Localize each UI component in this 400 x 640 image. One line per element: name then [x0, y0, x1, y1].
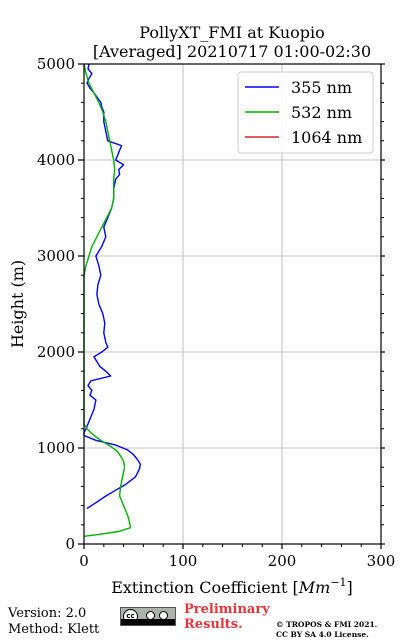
- y-tick-label: 1000: [37, 439, 75, 457]
- footer-info: Version: 2.0 Method: Klett: [8, 606, 99, 638]
- legend-box: [237, 71, 374, 154]
- chart: PollyXT_FMI at Kuopio [Averaged] 2021071…: [8, 23, 396, 597]
- x-tick-label: 300: [367, 552, 396, 570]
- copyright-notice: © TROPOS & FMI 2021. CC BY SA 4.0 Licens…: [276, 620, 378, 639]
- x-tick-label: 100: [169, 552, 198, 570]
- cc-license-icon: cc: [120, 607, 176, 626]
- y-tick-label: 4000: [37, 151, 75, 169]
- y-axis-label: Height (m): [8, 260, 27, 348]
- series-lines: [83, 63, 142, 537]
- x-axis-label: Extinction Coefficient [Mm−1]: [111, 576, 353, 597]
- y-tick-label: 2000: [37, 343, 75, 361]
- preliminary-notice: Preliminary Results.: [184, 602, 270, 632]
- x-tick-label: 200: [268, 552, 297, 570]
- series-line-0: [83, 63, 142, 510]
- legend: 355 nm 532 nm 1064 nm: [237, 71, 374, 154]
- plot-frame: [83, 63, 382, 545]
- x-tick-label: 0: [79, 552, 89, 570]
- method-text: Method: Klett: [8, 622, 100, 637]
- version-text: Version: 2.0: [8, 606, 87, 621]
- legend-label-1: 532 nm: [291, 103, 352, 122]
- chart-title-line1: PollyXT_FMI at Kuopio: [139, 23, 325, 42]
- y-tick-label: 0: [65, 535, 75, 553]
- y-tick-label: 3000: [37, 247, 75, 265]
- y-tick-label: 5000: [37, 55, 75, 73]
- legend-label-2: 1064 nm: [291, 128, 362, 147]
- chart-title-line2: [Averaged] 20210717 01:00-02:30: [93, 42, 371, 61]
- legend-label-0: 355 nm: [291, 78, 352, 97]
